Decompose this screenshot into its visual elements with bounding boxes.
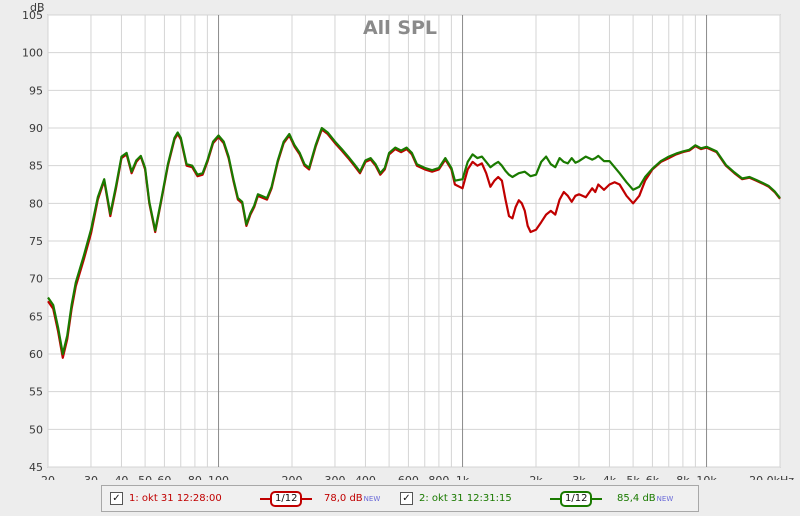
series-2-level-group: 85,4 dB NEW — [617, 486, 673, 511]
x-tick-label: 100 — [208, 474, 229, 480]
y-tick-label: 105 — [22, 9, 43, 22]
series-1-smoothing-value: 1/12 — [270, 490, 303, 507]
x-tick-label: 10k — [696, 474, 717, 480]
x-tick-label: 50 — [138, 474, 152, 480]
y-tick-labels: 45 50 55 60 65 70 75 80 85 90 95 100 105 — [22, 9, 43, 474]
series-1-level: 78,0 dB — [324, 493, 363, 504]
y-tick-label: 70 — [29, 273, 43, 286]
y-tick-label: 50 — [29, 423, 43, 436]
series-1-level-group: 78,0 dB NEW — [324, 486, 380, 511]
series-1-checkbox[interactable]: ✓ — [110, 492, 123, 505]
spl-chart: 45 50 55 60 65 70 75 80 85 90 95 100 105 20 30 40 50 60 8… — [22, 1, 794, 480]
smoothing-line-right — [302, 497, 313, 500]
series-2-smoothing-value: 1/12 — [560, 490, 593, 507]
x-tick-labels: 20 30 40 50 60 80 100 200 300 400 600 800 1k 2k 3k 4k 5k… — [41, 474, 794, 480]
series-lines — [47, 126, 781, 359]
x-tick-label: 2k — [529, 474, 543, 480]
series-line-s2 — [47, 126, 781, 356]
x-tick-label: 600 — [398, 474, 419, 480]
x-tick-label: 60 — [157, 474, 171, 480]
y-tick-label: 55 — [29, 386, 43, 399]
legend-item-2[interactable]: ✓ 2: okt 31 12:31:15 — [400, 486, 512, 511]
x-tick-label: 800 — [428, 474, 449, 480]
chart-area: 45 50 55 60 65 70 75 80 85 90 95 100 105 20 30 40 50 60 8… — [22, 1, 794, 480]
x-tick-label: 5k — [626, 474, 640, 480]
grid — [47, 14, 781, 468]
x-tick-label: 300 — [324, 474, 345, 480]
y-tick-label: 95 — [29, 84, 43, 97]
series-1-new-tag: NEW — [363, 494, 381, 503]
x-tick-label: 80 — [188, 474, 202, 480]
smoothing-line-left — [260, 497, 270, 500]
y-tick-label: 85 — [29, 160, 43, 173]
series-2-level: 85,4 dB — [617, 493, 656, 504]
series-2-name: 2: okt 31 12:31:15 — [419, 493, 512, 504]
smoothing-line-left — [550, 497, 560, 500]
x-tick-label: 20 — [41, 474, 55, 480]
x-tick-label: 30 — [84, 474, 98, 480]
x-tick-label: 3k — [572, 474, 586, 480]
y-tick-label: 90 — [29, 122, 43, 135]
x-tick-label: 40 — [114, 474, 128, 480]
x-tick-label: 20,0kHz — [749, 474, 794, 480]
x-tick-label: 400 — [355, 474, 376, 480]
x-tick-label: 4k — [603, 474, 617, 480]
y-tick-label: 75 — [29, 235, 43, 248]
series-2-checkbox[interactable]: ✓ — [400, 492, 413, 505]
legend-item-1[interactable]: ✓ 1: okt 31 12:28:00 — [110, 486, 222, 511]
smoothing-line-right — [592, 497, 603, 500]
series-1-smoothing[interactable]: 1/12 — [260, 486, 313, 511]
x-tick-label: 8k — [676, 474, 690, 480]
x-tick-label: 1k — [456, 474, 470, 480]
y-tick-label: 100 — [22, 47, 43, 60]
chart-title: All SPL — [363, 17, 437, 39]
y-tick-label: 45 — [29, 461, 43, 474]
x-tick-label: 6k — [646, 474, 660, 480]
y-tick-label: 80 — [29, 197, 43, 210]
y-axis-label: dB — [30, 1, 45, 14]
series-2-smoothing[interactable]: 1/12 — [550, 486, 603, 511]
y-tick-label: 65 — [29, 310, 43, 323]
x-tick-label: 200 — [282, 474, 303, 480]
y-tick-label: 60 — [29, 348, 43, 361]
legend: ✓ 1: okt 31 12:28:00 1/12 78,0 dB NEW ✓ … — [101, 485, 699, 512]
series-2-new-tag: NEW — [656, 494, 674, 503]
series-1-name: 1: okt 31 12:28:00 — [129, 493, 222, 504]
